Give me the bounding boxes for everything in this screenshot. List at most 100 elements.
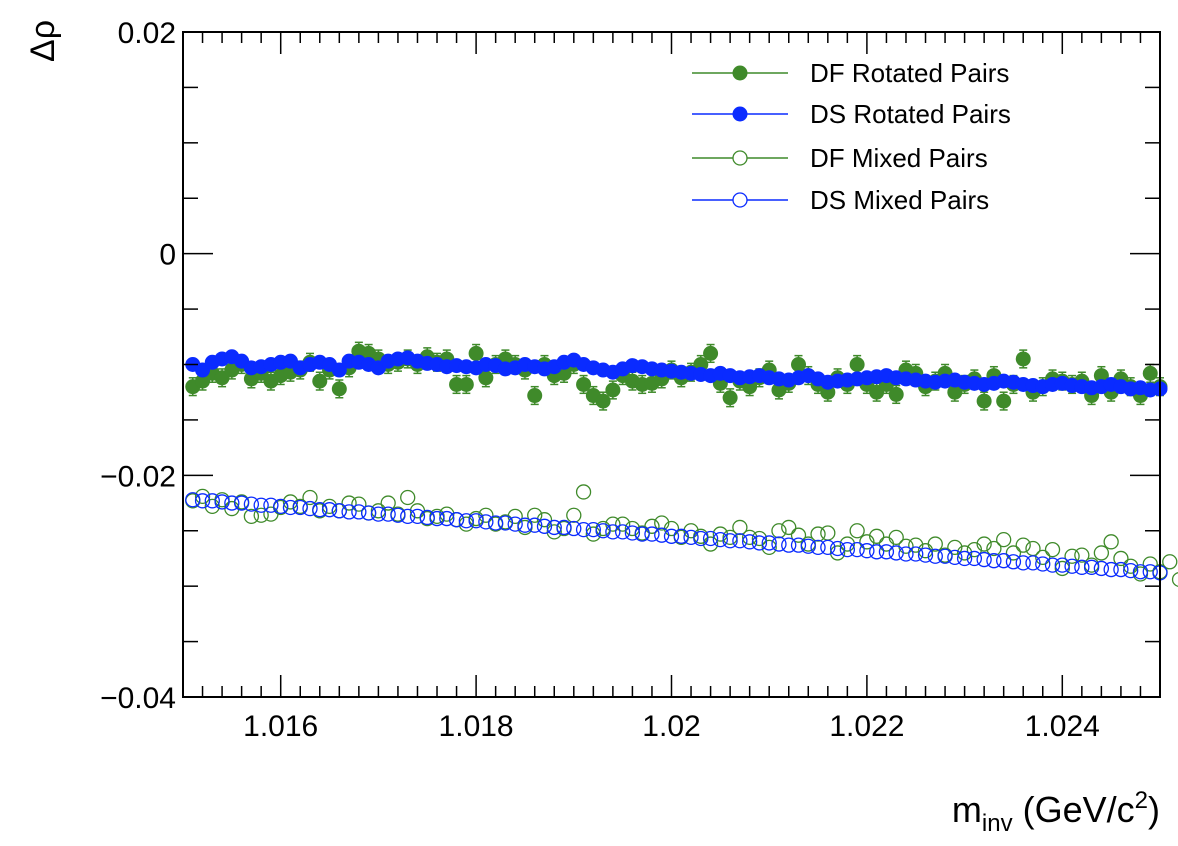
data-point bbox=[1093, 368, 1109, 384]
data-point bbox=[419, 509, 435, 526]
data-point bbox=[996, 553, 1012, 569]
data-point bbox=[986, 540, 1002, 557]
data-point bbox=[1054, 557, 1070, 573]
data-point bbox=[302, 500, 318, 517]
data-point bbox=[1064, 558, 1080, 574]
y-axis-title: Δρ bbox=[24, 20, 62, 62]
y-tick-label: 0 bbox=[159, 239, 176, 272]
data-point bbox=[849, 541, 865, 558]
data-point bbox=[634, 526, 650, 542]
data-point bbox=[1103, 534, 1119, 550]
data-point bbox=[615, 516, 631, 532]
data-point bbox=[409, 508, 426, 524]
data-point bbox=[908, 537, 924, 553]
data-point bbox=[595, 393, 611, 409]
legend-label: DS Mixed Pairs bbox=[810, 185, 989, 215]
data-point bbox=[1113, 561, 1129, 578]
x-axis-title: minv (GeV/c2) bbox=[952, 787, 1160, 837]
data-point bbox=[1015, 351, 1031, 367]
legend-marker bbox=[732, 192, 748, 208]
data-point bbox=[360, 505, 377, 521]
data-point bbox=[331, 503, 347, 519]
data-point bbox=[996, 531, 1012, 548]
series-ds-rotated-pairs bbox=[185, 349, 1168, 398]
data-point bbox=[947, 539, 963, 556]
data-point bbox=[654, 515, 670, 531]
data-point bbox=[497, 515, 514, 531]
data-point bbox=[859, 534, 875, 550]
data-point bbox=[849, 357, 865, 372]
data-layer bbox=[185, 341, 1178, 588]
data-point bbox=[615, 524, 631, 540]
data-point bbox=[321, 498, 338, 515]
data-point bbox=[644, 526, 660, 542]
data-point bbox=[663, 528, 680, 544]
data-point bbox=[527, 388, 543, 404]
data-point bbox=[742, 534, 758, 550]
legend-label: DF Mixed Pairs bbox=[810, 143, 988, 173]
legend: DF Rotated Pairs DS Rotated Pairs DF Mixed… bbox=[692, 58, 1011, 215]
data-point bbox=[693, 530, 709, 547]
data-point bbox=[566, 507, 582, 523]
data-point bbox=[468, 345, 484, 361]
data-point bbox=[702, 536, 719, 552]
data-point bbox=[194, 488, 211, 505]
x-tick-label: 1.022 bbox=[829, 710, 904, 743]
data-point bbox=[771, 523, 787, 539]
y-tick-label: 0.02 bbox=[118, 17, 176, 50]
data-point bbox=[585, 526, 601, 542]
data-point bbox=[341, 495, 357, 511]
data-point bbox=[233, 495, 250, 511]
data-point bbox=[527, 507, 543, 523]
data-point bbox=[703, 345, 719, 361]
data-point bbox=[771, 536, 787, 552]
data-point bbox=[927, 536, 943, 552]
data-point bbox=[439, 510, 455, 527]
legend-label: DF Rotated Pairs bbox=[810, 58, 1009, 88]
data-point bbox=[224, 495, 240, 511]
data-point bbox=[917, 547, 934, 563]
x-tick-label: 1.016 bbox=[243, 710, 318, 743]
data-point bbox=[507, 516, 523, 532]
data-point bbox=[781, 519, 797, 536]
legend-entry: DS Mixed Pairs bbox=[692, 185, 989, 215]
data-point bbox=[243, 508, 260, 524]
data-point bbox=[1035, 556, 1051, 572]
data-point bbox=[976, 551, 992, 568]
data-point bbox=[820, 539, 836, 556]
data-point bbox=[527, 517, 543, 533]
x-tick-label: 1.02 bbox=[642, 710, 700, 743]
data-point bbox=[1044, 557, 1061, 573]
data-point bbox=[1005, 554, 1022, 570]
data-point bbox=[839, 541, 856, 558]
data-point bbox=[790, 537, 807, 553]
x-tick-label: 1.024 bbox=[1025, 710, 1100, 743]
data-point bbox=[282, 494, 299, 510]
data-point bbox=[575, 484, 592, 500]
data-point bbox=[312, 502, 328, 518]
data-point bbox=[888, 529, 904, 546]
data-point bbox=[732, 533, 748, 549]
data-point bbox=[536, 518, 553, 534]
data-point bbox=[751, 530, 768, 547]
data-point bbox=[927, 548, 943, 564]
data-point bbox=[1113, 550, 1129, 567]
data-point bbox=[282, 499, 299, 516]
data-point bbox=[869, 544, 885, 560]
data-point bbox=[1171, 572, 1178, 588]
data-point bbox=[702, 530, 719, 547]
data-point bbox=[829, 540, 846, 557]
data-point bbox=[302, 489, 318, 506]
data-point bbox=[292, 499, 308, 516]
data-point bbox=[751, 535, 768, 551]
data-point bbox=[732, 519, 748, 536]
x-axis-title-unit-sup: 2 bbox=[1135, 787, 1148, 814]
data-point bbox=[214, 494, 230, 510]
data-point bbox=[654, 527, 670, 543]
data-point bbox=[624, 520, 641, 537]
data-point bbox=[742, 529, 758, 546]
data-point bbox=[761, 535, 777, 551]
data-point bbox=[439, 506, 455, 522]
data-point bbox=[458, 376, 474, 392]
